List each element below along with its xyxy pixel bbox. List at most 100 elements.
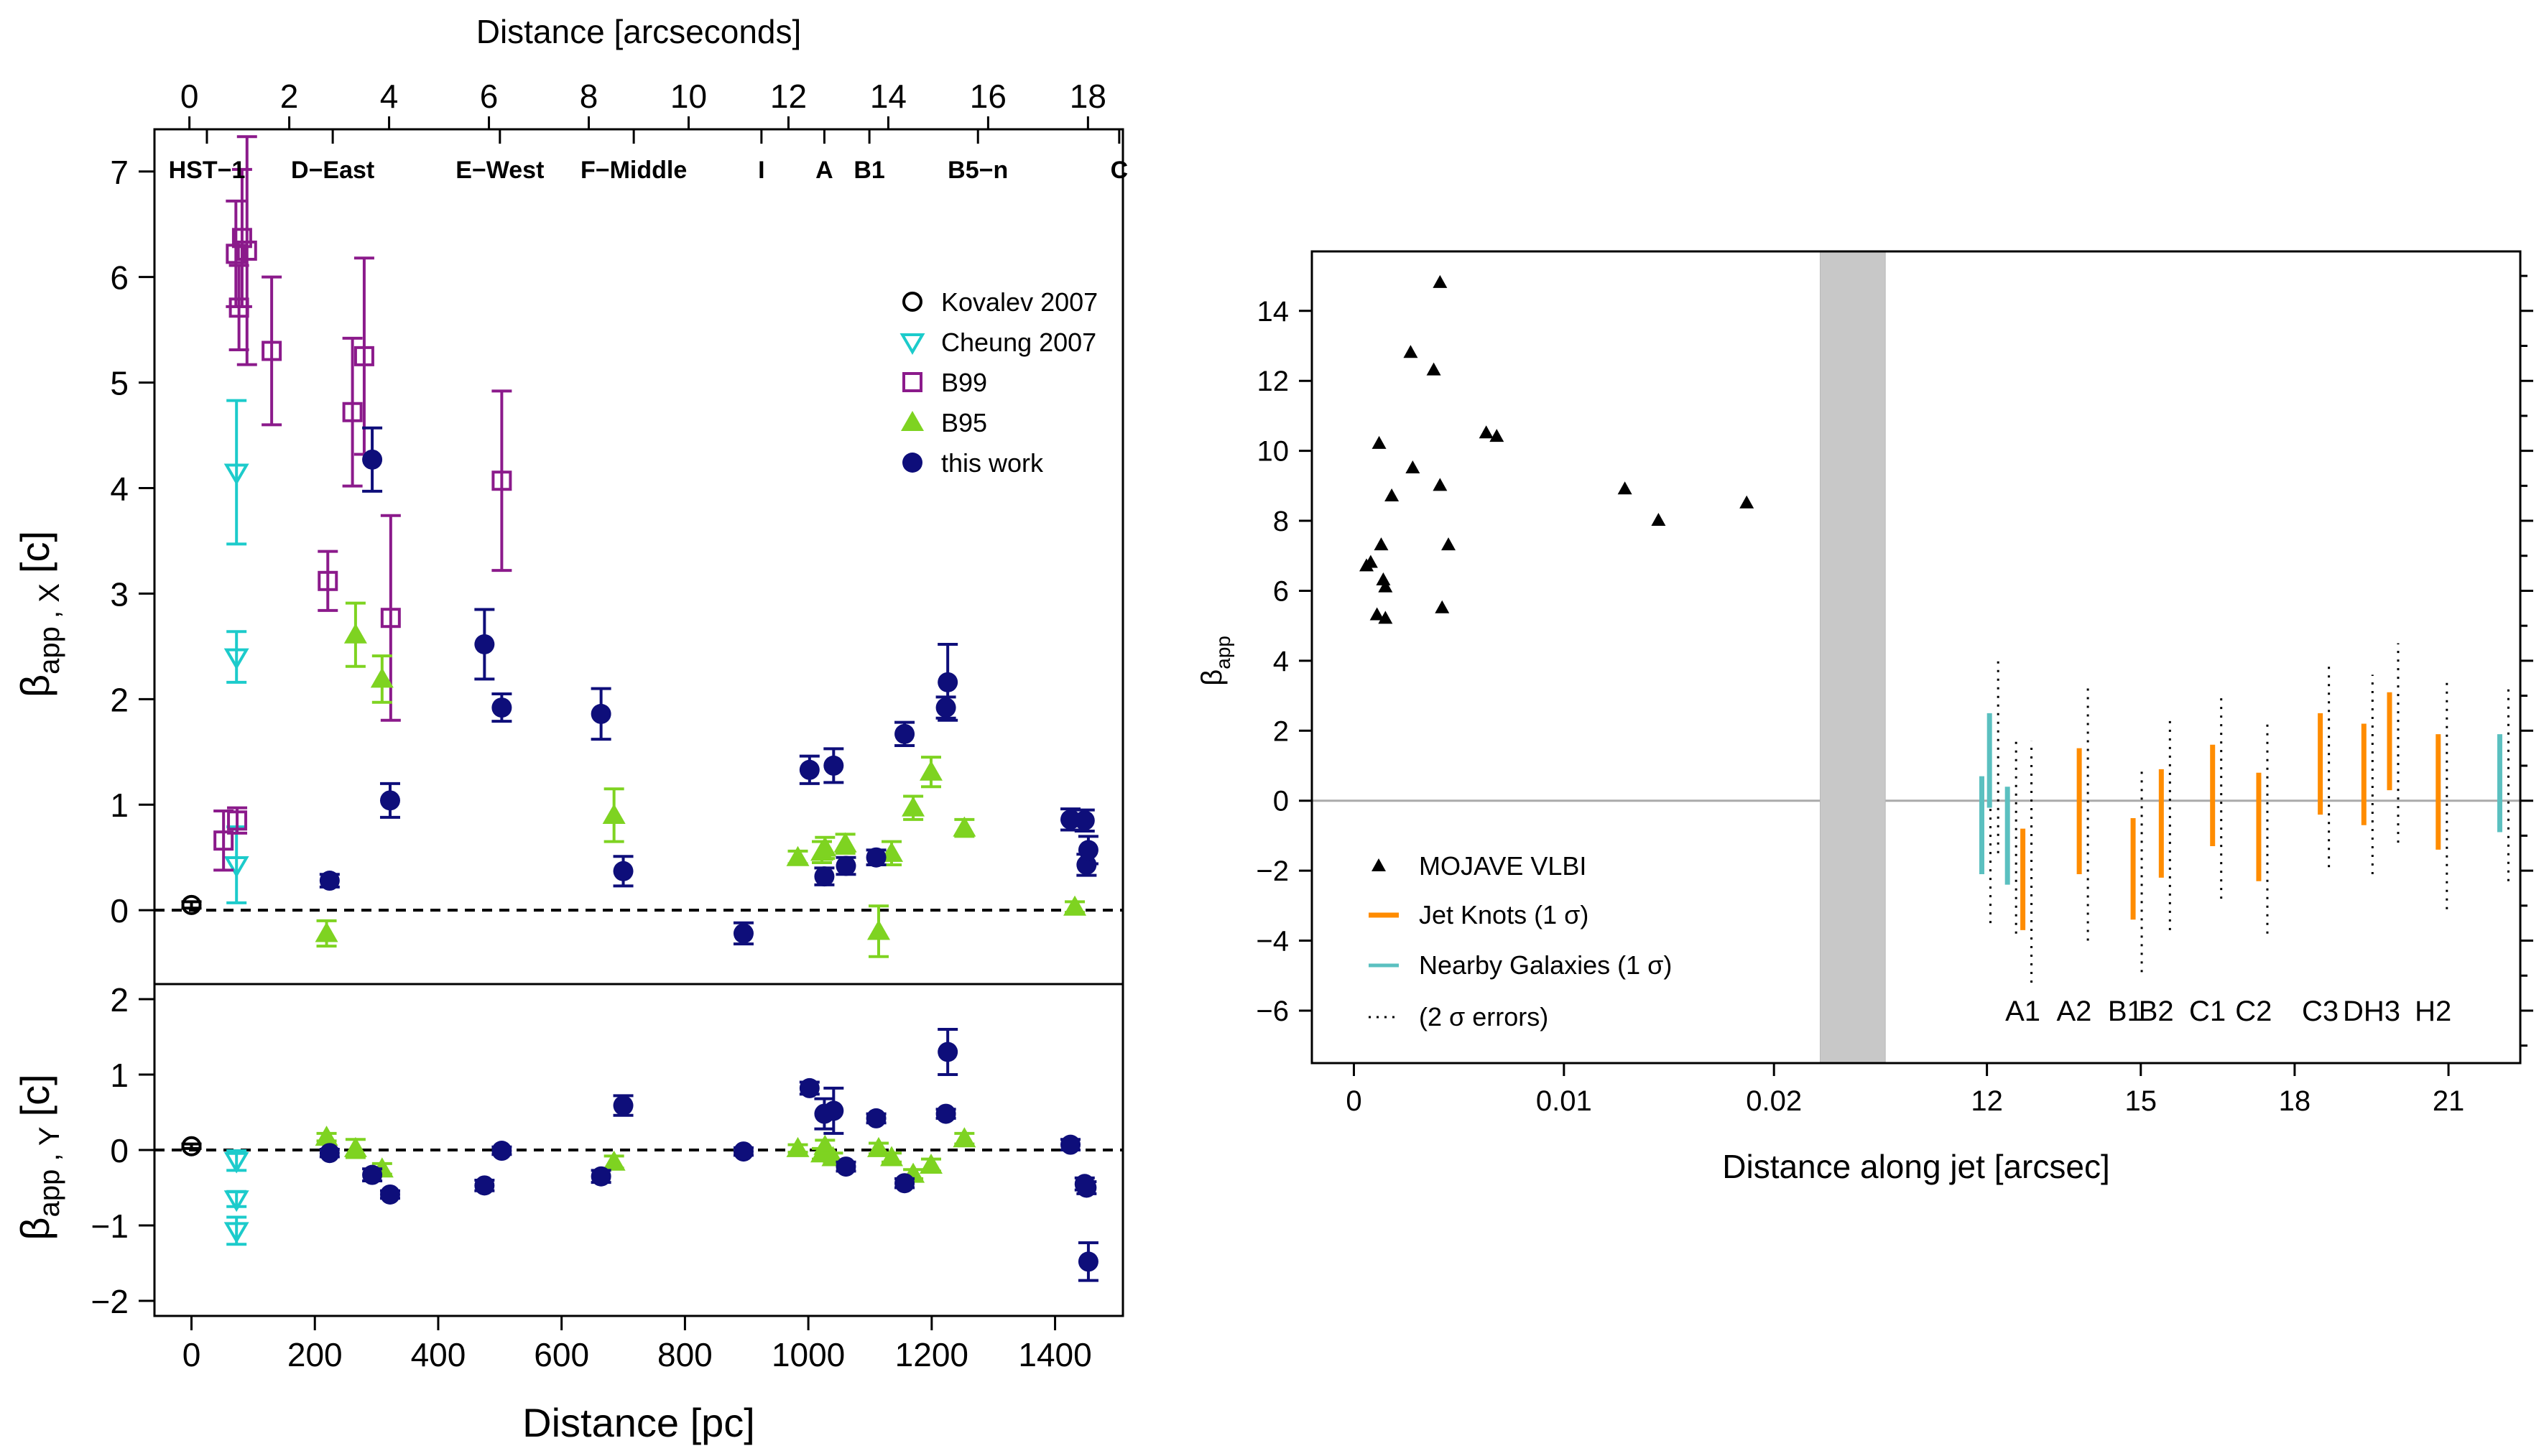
data-point bbox=[836, 1156, 856, 1177]
top-x-tick-label: 14 bbox=[870, 78, 907, 115]
knot-label: B2 bbox=[2139, 996, 2174, 1027]
data-point bbox=[799, 759, 820, 780]
legend-label: Kovalev 2007 bbox=[941, 287, 1098, 317]
data-point bbox=[223, 648, 249, 670]
knot-label: A1 bbox=[2005, 996, 2040, 1027]
data-point bbox=[823, 755, 844, 776]
x-tick-label: 1000 bbox=[772, 1336, 845, 1373]
data-point bbox=[938, 1042, 958, 1062]
left-bottom-y-axis-title: βapp , Y [c] bbox=[12, 1074, 65, 1240]
data-point bbox=[823, 1100, 844, 1121]
data-point bbox=[223, 463, 249, 486]
data-point bbox=[1060, 1134, 1081, 1155]
data-point bbox=[491, 1141, 512, 1161]
top-x-tick-label: 8 bbox=[580, 78, 598, 115]
data-point bbox=[902, 796, 925, 817]
top-x-tick-label: 6 bbox=[480, 78, 499, 115]
mojave-point bbox=[1374, 537, 1389, 551]
legend-label: B95 bbox=[941, 408, 987, 437]
data-point bbox=[227, 810, 248, 831]
left-top-y-axis-title: βapp , X [c] bbox=[12, 531, 65, 697]
y-tick-label: 4 bbox=[1273, 646, 1289, 677]
x-tick-label: 18 bbox=[2279, 1085, 2311, 1117]
axis-break-band bbox=[1820, 251, 1886, 1064]
data-point bbox=[362, 449, 383, 470]
knot-label: C2 bbox=[2235, 996, 2272, 1027]
legend-label: Jet Knots (1 σ) bbox=[1419, 900, 1588, 929]
data-point bbox=[813, 836, 837, 857]
x-tick-label: 400 bbox=[411, 1336, 466, 1373]
jet-knot-range bbox=[2318, 660, 2331, 868]
mojave-point bbox=[1433, 274, 1448, 288]
jet-knot-range bbox=[2210, 692, 2223, 899]
data-point bbox=[380, 608, 401, 629]
data-point bbox=[1078, 1251, 1098, 1272]
error-bar bbox=[342, 336, 363, 488]
legend-marker bbox=[902, 453, 922, 473]
y-tick-label: 3 bbox=[110, 575, 129, 613]
data-point bbox=[833, 832, 857, 853]
error-bar bbox=[491, 389, 512, 572]
data-point bbox=[379, 790, 400, 811]
data-point bbox=[799, 1077, 820, 1098]
data-point bbox=[866, 847, 887, 868]
nearby-galaxy-range bbox=[1986, 660, 1999, 853]
legend-label: Cheung 2007 bbox=[941, 328, 1096, 357]
data-point bbox=[1076, 1177, 1097, 1198]
data-point bbox=[1074, 810, 1095, 831]
knot-label: C bbox=[1111, 157, 1129, 184]
top-x-tick-label: 10 bbox=[670, 78, 707, 115]
legend-marker bbox=[902, 292, 922, 312]
error-bar bbox=[236, 135, 257, 366]
knot-label: B1 bbox=[854, 157, 884, 184]
jet-knot-range bbox=[2361, 674, 2374, 874]
data-point bbox=[591, 1166, 611, 1187]
data-point bbox=[935, 1103, 956, 1124]
data-point bbox=[836, 855, 856, 876]
legend-marker bbox=[901, 411, 924, 431]
data-point bbox=[491, 470, 512, 491]
knot-label: H2 bbox=[2415, 996, 2451, 1027]
x-tick-label: 1200 bbox=[895, 1336, 968, 1373]
nearby-galaxy-range bbox=[2004, 738, 2017, 934]
data-point bbox=[953, 816, 976, 837]
mojave-point bbox=[1384, 488, 1400, 501]
legend-label: MOJAVE VLBI bbox=[1419, 851, 1586, 881]
right-y-axis-title: βapp bbox=[1196, 636, 1234, 686]
data-point bbox=[938, 672, 958, 692]
data-point bbox=[866, 1108, 887, 1128]
data-point bbox=[379, 1184, 400, 1205]
data-point bbox=[343, 1136, 367, 1157]
error-bar bbox=[226, 399, 247, 546]
x-tick-label: 0 bbox=[182, 1336, 201, 1373]
data-point bbox=[315, 922, 338, 942]
data-point bbox=[319, 871, 340, 891]
mojave-point bbox=[1433, 478, 1448, 491]
legend-label: B99 bbox=[941, 368, 987, 397]
error-bar bbox=[262, 275, 282, 427]
mojave-point bbox=[1369, 607, 1384, 621]
y-tick-label: −2 bbox=[1256, 855, 1289, 887]
x-tick-label: 0.02 bbox=[1746, 1085, 1802, 1117]
legend-label: this work bbox=[941, 448, 1044, 478]
error-bar bbox=[226, 630, 247, 684]
jet-knot-range bbox=[2158, 716, 2171, 930]
x-tick-label: 0 bbox=[1346, 1085, 1361, 1117]
jet-knot-range bbox=[2130, 769, 2143, 973]
y-tick-label: 12 bbox=[1257, 366, 1290, 397]
jet-knot-range bbox=[2020, 741, 2033, 983]
data-point bbox=[353, 346, 374, 366]
jet-knot-range bbox=[2387, 643, 2400, 843]
data-point bbox=[786, 845, 810, 866]
data-point bbox=[1063, 895, 1087, 916]
mojave-point bbox=[1403, 345, 1418, 358]
data-point bbox=[591, 703, 611, 724]
top-x-tick-label: 2 bbox=[280, 78, 299, 115]
jet-knot-range bbox=[2076, 685, 2089, 941]
mojave-point bbox=[1479, 425, 1494, 439]
y-tick-label: 2 bbox=[110, 981, 129, 1019]
data-point bbox=[894, 1173, 915, 1194]
data-point bbox=[318, 570, 338, 591]
